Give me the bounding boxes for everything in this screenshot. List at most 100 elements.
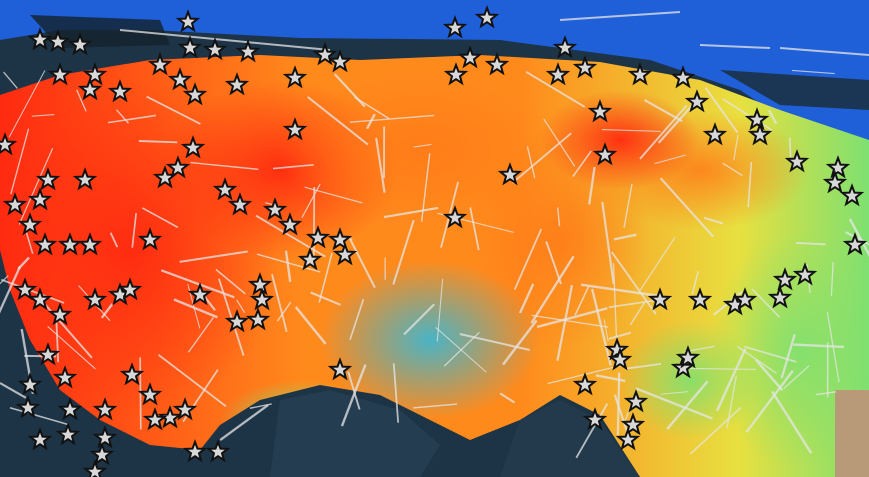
star-icon[interactable] bbox=[587, 99, 613, 123]
star-icon[interactable] bbox=[582, 407, 608, 431]
star-icon[interactable] bbox=[67, 32, 93, 56]
star-icon[interactable] bbox=[182, 82, 208, 106]
star-icon[interactable] bbox=[474, 5, 500, 29]
star-icon[interactable] bbox=[839, 183, 865, 207]
star-icon[interactable] bbox=[262, 197, 288, 221]
star-icon[interactable] bbox=[332, 242, 358, 266]
star-icon[interactable] bbox=[182, 439, 208, 463]
star-icon[interactable] bbox=[245, 307, 271, 331]
star-icon[interactable] bbox=[157, 405, 183, 429]
star-icon[interactable] bbox=[57, 232, 83, 256]
star-icon[interactable] bbox=[457, 45, 483, 69]
star-icon[interactable] bbox=[747, 122, 773, 146]
star-icon[interactable] bbox=[327, 49, 353, 73]
star-icon[interactable] bbox=[82, 62, 108, 86]
star-icon[interactable] bbox=[147, 52, 173, 76]
star-icon[interactable] bbox=[767, 285, 793, 309]
star-icon[interactable] bbox=[77, 77, 103, 101]
star-icon[interactable] bbox=[117, 277, 143, 301]
star-icon[interactable] bbox=[205, 439, 231, 463]
star-icon[interactable] bbox=[327, 227, 353, 251]
star-icon[interactable] bbox=[620, 412, 646, 436]
star-icon[interactable] bbox=[305, 225, 331, 249]
star-icon[interactable] bbox=[57, 397, 83, 421]
star-icon[interactable] bbox=[107, 79, 133, 103]
star-icon[interactable] bbox=[92, 425, 118, 449]
star-icon[interactable] bbox=[615, 427, 641, 451]
star-icon[interactable] bbox=[175, 9, 201, 33]
star-icon[interactable] bbox=[443, 62, 469, 86]
star-icon[interactable] bbox=[137, 227, 163, 251]
star-icon[interactable] bbox=[744, 107, 770, 131]
star-icon[interactable] bbox=[142, 407, 168, 431]
star-icon[interactable] bbox=[277, 212, 303, 236]
star-icon[interactable] bbox=[202, 37, 228, 61]
star-icon[interactable] bbox=[784, 149, 810, 173]
star-icon[interactable] bbox=[702, 122, 728, 146]
star-icon[interactable] bbox=[2, 192, 28, 216]
star-icon[interactable] bbox=[772, 267, 798, 291]
star-icon[interactable] bbox=[119, 362, 145, 386]
star-icon[interactable] bbox=[27, 27, 53, 51]
star-icon[interactable] bbox=[297, 247, 323, 271]
star-icon[interactable] bbox=[552, 35, 578, 59]
star-icon[interactable] bbox=[647, 287, 673, 311]
star-icon[interactable] bbox=[137, 382, 163, 406]
star-icon[interactable] bbox=[77, 232, 103, 256]
star-icon[interactable] bbox=[497, 162, 523, 186]
star-icon[interactable] bbox=[35, 342, 61, 366]
star-icon[interactable] bbox=[45, 29, 71, 53]
star-icon[interactable] bbox=[92, 397, 118, 421]
star-icon[interactable] bbox=[177, 35, 203, 59]
star-icon[interactable] bbox=[684, 89, 710, 113]
star-icon[interactable] bbox=[52, 365, 78, 389]
star-icon[interactable] bbox=[165, 155, 191, 179]
star-icon[interactable] bbox=[27, 287, 53, 311]
star-icon[interactable] bbox=[604, 337, 630, 361]
star-icon[interactable] bbox=[842, 232, 868, 256]
star-icon[interactable] bbox=[47, 62, 73, 86]
star-icon[interactable] bbox=[235, 39, 261, 63]
star-icon[interactable] bbox=[675, 345, 701, 369]
star-icon[interactable] bbox=[224, 309, 250, 333]
star-icon[interactable] bbox=[282, 65, 308, 89]
star-icon[interactable] bbox=[0, 132, 18, 156]
star-icon[interactable] bbox=[212, 177, 238, 201]
star-icon[interactable] bbox=[545, 62, 571, 86]
star-icon[interactable] bbox=[249, 287, 275, 311]
star-icon[interactable] bbox=[442, 205, 468, 229]
star-icon[interactable] bbox=[484, 52, 510, 76]
star-icon[interactable] bbox=[282, 117, 308, 141]
star-icon[interactable] bbox=[792, 262, 818, 286]
star-icon[interactable] bbox=[572, 55, 598, 79]
star-icon[interactable] bbox=[627, 62, 653, 86]
star-icon[interactable] bbox=[670, 65, 696, 89]
star-icon[interactable] bbox=[607, 347, 633, 371]
star-icon[interactable] bbox=[312, 42, 338, 66]
star-icon[interactable] bbox=[822, 170, 848, 194]
star-icon[interactable] bbox=[55, 422, 81, 446]
star-icon[interactable] bbox=[732, 287, 758, 311]
star-icon[interactable] bbox=[180, 135, 206, 159]
star-icon[interactable] bbox=[825, 155, 851, 179]
star-icon[interactable] bbox=[167, 67, 193, 91]
star-icon[interactable] bbox=[32, 232, 58, 256]
star-icon[interactable] bbox=[172, 397, 198, 421]
star-icon[interactable] bbox=[224, 72, 250, 96]
star-icon[interactable] bbox=[89, 442, 115, 466]
star-icon[interactable] bbox=[82, 459, 108, 477]
star-icon[interactable] bbox=[27, 187, 53, 211]
star-icon[interactable] bbox=[15, 395, 41, 419]
star-icon[interactable] bbox=[687, 287, 713, 311]
star-icon[interactable] bbox=[247, 272, 273, 296]
star-icon[interactable] bbox=[187, 282, 213, 306]
star-icon[interactable] bbox=[35, 167, 61, 191]
star-icon[interactable] bbox=[623, 389, 649, 413]
star-icon[interactable] bbox=[27, 427, 53, 451]
star-icon[interactable] bbox=[72, 167, 98, 191]
star-icon[interactable] bbox=[47, 302, 73, 326]
star-icon[interactable] bbox=[442, 15, 468, 39]
star-icon[interactable] bbox=[227, 192, 253, 216]
